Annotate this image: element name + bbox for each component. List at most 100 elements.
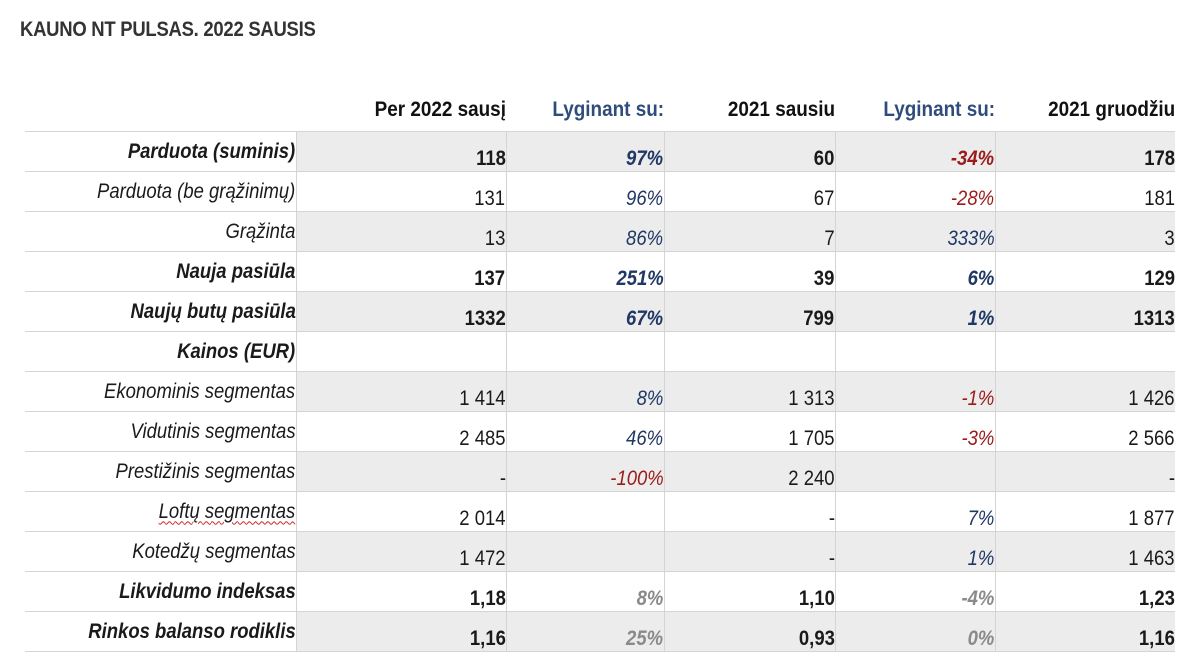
change-vs-dec-2021: -1% bbox=[834, 371, 995, 412]
change-vs-dec-2021: 1% bbox=[834, 531, 995, 572]
value-jan-2022: 118 bbox=[295, 131, 506, 172]
value-dec-2021: 1,23 bbox=[994, 571, 1175, 612]
change-vs-dec-2021: 7% bbox=[834, 491, 995, 532]
header-compare-1: Lyginant su: bbox=[552, 97, 664, 121]
header-dec-2021: 2021 gruodžiu bbox=[1047, 97, 1175, 121]
row-label: Parduota (be grąžinimų) bbox=[25, 171, 296, 212]
value-jan-2021: 39 bbox=[663, 251, 835, 292]
value-jan-2022: 1 414 bbox=[295, 371, 506, 412]
value-jan-2022: 2 014 bbox=[295, 491, 506, 532]
row-label: Ekonominis segmentas bbox=[25, 371, 296, 412]
change-vs-jan-2021: 67% bbox=[505, 291, 664, 332]
value-dec-2021: 178 bbox=[994, 131, 1175, 172]
change-vs-dec-2021: 1% bbox=[834, 291, 995, 332]
row-label: Naujų butų pasiūla bbox=[25, 291, 296, 332]
change-vs-jan-2021: 25% bbox=[505, 611, 664, 652]
change-vs-jan-2021 bbox=[505, 491, 664, 532]
value-dec-2021 bbox=[994, 331, 1175, 372]
header-compare-2: Lyginant su: bbox=[883, 97, 995, 121]
value-jan-2022: 137 bbox=[295, 251, 506, 292]
table-row: Grąžinta 13 86% 7 333% 3 bbox=[25, 211, 1175, 252]
header-jan-2022: Per 2022 sausį bbox=[374, 97, 506, 121]
row-label: Likvidumo indeksas bbox=[25, 571, 296, 612]
value-dec-2021: 1 877 bbox=[994, 491, 1175, 532]
value-jan-2021: 67 bbox=[663, 171, 835, 212]
table-row-section: Kainos (EUR) bbox=[25, 331, 1175, 372]
change-vs-jan-2021: -100% bbox=[505, 451, 664, 492]
change-vs-dec-2021 bbox=[834, 451, 995, 492]
change-vs-dec-2021: -34% bbox=[834, 131, 995, 172]
table-row: Ekonominis segmentas 1 414 8% 1 313 -1% … bbox=[25, 371, 1175, 412]
value-jan-2021: 0,93 bbox=[663, 611, 835, 652]
change-vs-dec-2021 bbox=[834, 331, 995, 372]
market-pulse-table: Per 2022 sausį Lyginant su: 2021 sausiu … bbox=[25, 88, 1175, 652]
table-row: Likvidumo indeksas 1,18 8% 1,10 -4% 1,23 bbox=[25, 571, 1175, 612]
value-jan-2021: - bbox=[663, 491, 835, 532]
table-row: Kotedžų segmentas 1 472 - 1% 1 463 bbox=[25, 531, 1175, 572]
change-vs-jan-2021: 46% bbox=[505, 411, 664, 452]
change-vs-jan-2021 bbox=[505, 531, 664, 572]
value-jan-2021: - bbox=[663, 531, 835, 572]
table-row: Loftų segmentas 2 014 - 7% 1 877 bbox=[25, 491, 1175, 532]
value-jan-2022: 2 485 bbox=[295, 411, 506, 452]
value-dec-2021: 1 463 bbox=[994, 531, 1175, 572]
header-jan-2021: 2021 sausiu bbox=[727, 97, 835, 121]
change-vs-jan-2021: 86% bbox=[505, 211, 664, 252]
value-jan-2021: 799 bbox=[663, 291, 835, 332]
row-label: Prestižinis segmentas bbox=[25, 451, 296, 492]
row-label: Rinkos balanso rodiklis bbox=[25, 611, 296, 652]
value-jan-2022: 1,16 bbox=[295, 611, 506, 652]
value-jan-2022: - bbox=[295, 451, 506, 492]
value-jan-2021: 1 705 bbox=[663, 411, 835, 452]
table-row: Rinkos balanso rodiklis 1,16 25% 0,93 0%… bbox=[25, 611, 1175, 652]
table-row: Naujų butų pasiūla 1332 67% 799 1% 1313 bbox=[25, 291, 1175, 332]
value-jan-2022: 13 bbox=[295, 211, 506, 252]
row-label: Nauja pasiūla bbox=[25, 251, 296, 292]
row-label: Kotedžų segmentas bbox=[25, 531, 296, 572]
change-vs-dec-2021: -3% bbox=[834, 411, 995, 452]
change-vs-dec-2021: 333% bbox=[834, 211, 995, 252]
value-jan-2022: 1 472 bbox=[295, 531, 506, 572]
value-jan-2022 bbox=[295, 331, 506, 372]
change-vs-jan-2021: 251% bbox=[505, 251, 664, 292]
table-row: Parduota (be grąžinimų) 131 96% 67 -28% … bbox=[25, 171, 1175, 212]
table-row: Vidutinis segmentas 2 485 46% 1 705 -3% … bbox=[25, 411, 1175, 452]
report-title: KAUNO NT PULSAS. 2022 SAUSIS bbox=[20, 18, 316, 41]
value-jan-2021: 7 bbox=[663, 211, 835, 252]
table-row: Prestižinis segmentas - -100% 2 240 - bbox=[25, 451, 1175, 492]
value-dec-2021: 1 426 bbox=[994, 371, 1175, 412]
value-jan-2021 bbox=[663, 331, 835, 372]
value-jan-2021: 60 bbox=[663, 131, 835, 172]
change-vs-jan-2021: 97% bbox=[505, 131, 664, 172]
row-label: Parduota (suminis) bbox=[25, 131, 296, 172]
change-vs-jan-2021: 96% bbox=[505, 171, 664, 212]
value-dec-2021: 129 bbox=[994, 251, 1175, 292]
value-jan-2021: 1 313 bbox=[663, 371, 835, 412]
value-jan-2022: 1,18 bbox=[295, 571, 506, 612]
value-dec-2021: - bbox=[994, 451, 1175, 492]
row-label: Vidutinis segmentas bbox=[25, 411, 296, 452]
table-header-row: Per 2022 sausį Lyginant su: 2021 sausiu … bbox=[25, 88, 1175, 132]
value-jan-2021: 2 240 bbox=[663, 451, 835, 492]
change-vs-dec-2021: 6% bbox=[834, 251, 995, 292]
value-jan-2021: 1,10 bbox=[663, 571, 835, 612]
row-label: Grąžinta bbox=[25, 211, 296, 252]
value-dec-2021: 181 bbox=[994, 171, 1175, 212]
value-dec-2021: 2 566 bbox=[994, 411, 1175, 452]
value-dec-2021: 1313 bbox=[994, 291, 1175, 332]
change-vs-dec-2021: -28% bbox=[834, 171, 995, 212]
value-dec-2021: 1,16 bbox=[994, 611, 1175, 652]
header-label-col bbox=[25, 88, 296, 132]
value-jan-2022: 131 bbox=[295, 171, 506, 212]
value-dec-2021: 3 bbox=[994, 211, 1175, 252]
change-vs-jan-2021: 8% bbox=[505, 371, 664, 412]
table-row: Parduota (suminis) 118 97% 60 -34% 178 bbox=[25, 131, 1175, 172]
table-row: Nauja pasiūla 137 251% 39 6% 129 bbox=[25, 251, 1175, 292]
change-vs-jan-2021 bbox=[505, 331, 664, 372]
value-jan-2022: 1332 bbox=[295, 291, 506, 332]
change-vs-dec-2021: 0% bbox=[834, 611, 995, 652]
section-label: Kainos (EUR) bbox=[25, 331, 296, 372]
change-vs-jan-2021: 8% bbox=[505, 571, 664, 612]
change-vs-dec-2021: -4% bbox=[834, 571, 995, 612]
row-label: Loftų segmentas bbox=[25, 491, 296, 532]
